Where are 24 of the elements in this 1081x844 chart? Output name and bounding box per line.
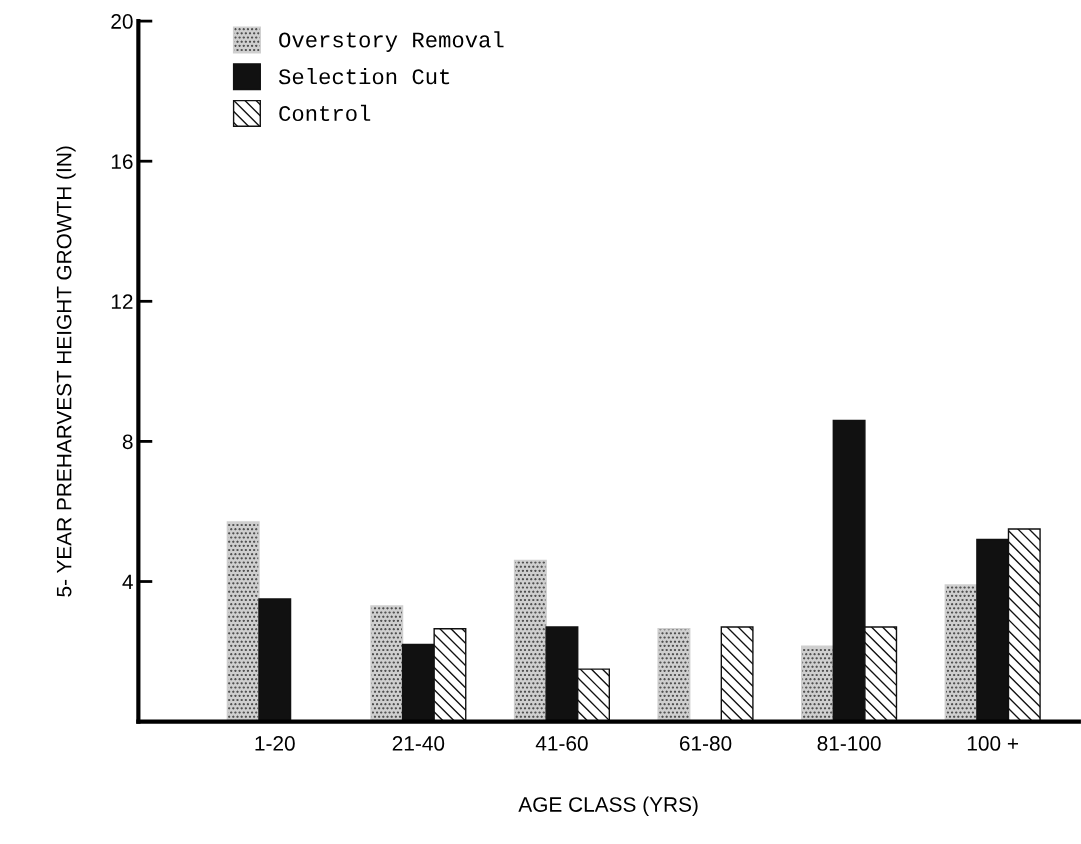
x-tick-label: 41-60 [535,736,588,751]
legend-label: Overstory Removal [279,31,504,52]
bar [720,626,754,722]
bar [944,584,978,722]
bar [513,559,547,722]
x-axis-title: AGE CLASS (YRS) [518,796,698,817]
x-tick-label: 21-40 [392,736,445,751]
x-tick-label: 1-20 [255,736,295,751]
bar [258,598,292,722]
bar [657,628,691,722]
y-tick-label: 16 [111,154,133,169]
y-tick-label: 20 [111,14,133,29]
bar [801,645,835,722]
legend-label: Selection Cut [278,67,450,85]
legend-label: Control [279,104,371,122]
y-axis-title: 5- YEAR PREHARVEST HEIGHT GROWTH (IN) [56,146,76,597]
bar [226,521,260,722]
y-tick-label: 4 [122,574,133,590]
bar [370,605,404,722]
y-tick-label: 8 [122,434,133,450]
x-tick-label: 81-100 [817,736,881,751]
x-tick-label: 100 + [967,736,1019,751]
x-tick-label: 61-80 [679,736,732,751]
y-tick-label: 12 [111,294,133,309]
